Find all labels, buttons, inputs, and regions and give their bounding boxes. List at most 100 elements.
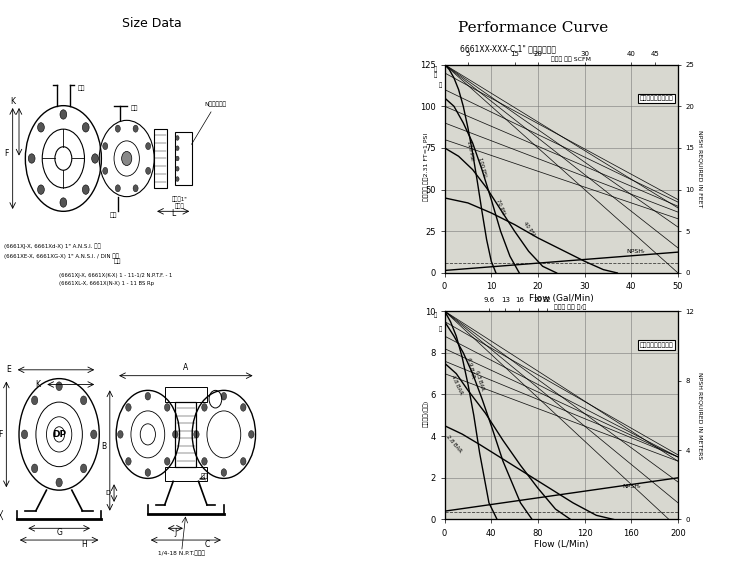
Circle shape xyxy=(248,431,254,438)
Text: B: B xyxy=(102,441,107,451)
Circle shape xyxy=(31,464,38,473)
Circle shape xyxy=(103,167,107,174)
Circle shape xyxy=(116,125,120,132)
Text: 出口: 出口 xyxy=(131,106,139,112)
Text: 6661XX-XXX-C 1" 非金属隔膜泵: 6661XX-XXX-C 1" 非金属隔膜泵 xyxy=(459,44,556,53)
Text: F: F xyxy=(0,430,3,439)
Text: K: K xyxy=(10,97,15,106)
Text: 2.8 BAR: 2.8 BAR xyxy=(445,434,462,454)
Circle shape xyxy=(81,396,87,405)
Text: (6661XE-X, 6661XG-X) 1" A.N.S.I. / DIN 法兰: (6661XE-X, 6661XG-X) 1" A.N.S.I. / DIN 法… xyxy=(4,254,119,259)
Circle shape xyxy=(116,185,120,192)
Circle shape xyxy=(146,143,150,150)
Circle shape xyxy=(241,457,246,465)
Circle shape xyxy=(118,431,123,438)
Text: H: H xyxy=(82,540,87,549)
Text: 排出压力 水・2.31 FT=1 PSI: 排出压力 水・2.31 FT=1 PSI xyxy=(423,133,429,201)
Text: F: F xyxy=(4,149,8,157)
Bar xyxy=(154,129,167,188)
Circle shape xyxy=(60,198,67,207)
Text: 进口: 进口 xyxy=(201,474,208,480)
Text: C: C xyxy=(205,540,210,549)
Text: 排出压力(帕卡): 排出压力(帕卡) xyxy=(423,400,429,427)
Circle shape xyxy=(193,431,199,438)
Bar xyxy=(176,402,196,467)
Circle shape xyxy=(82,185,89,194)
X-axis label: Flow (L/Min): Flow (L/Min) xyxy=(534,540,588,549)
Circle shape xyxy=(133,125,138,132)
Text: 进口: 进口 xyxy=(114,258,122,264)
Circle shape xyxy=(176,146,179,150)
Text: 6.9 BAR: 6.9 BAR xyxy=(465,357,475,379)
Text: 渎气量 单位 SCFM: 渎气量 单位 SCFM xyxy=(551,56,591,62)
Circle shape xyxy=(176,177,179,181)
Circle shape xyxy=(21,430,27,439)
Circle shape xyxy=(103,143,107,150)
Circle shape xyxy=(176,167,179,171)
Circle shape xyxy=(126,457,131,465)
Text: N螺栓分布圈: N螺栓分布圈 xyxy=(191,101,227,144)
Text: 英
尺: 英 尺 xyxy=(433,66,436,78)
Circle shape xyxy=(82,123,89,132)
Text: 40 PSI: 40 PSI xyxy=(522,221,536,237)
Text: A: A xyxy=(183,363,188,372)
Circle shape xyxy=(145,392,150,400)
Text: 巴: 巴 xyxy=(439,82,442,88)
Circle shape xyxy=(56,382,62,391)
Circle shape xyxy=(202,404,207,411)
Circle shape xyxy=(133,185,138,192)
Y-axis label: NPSH REQUIRED IN FEET: NPSH REQUIRED IN FEET xyxy=(698,130,703,207)
Circle shape xyxy=(81,464,87,473)
Circle shape xyxy=(60,110,67,119)
Text: DP: DP xyxy=(52,430,66,439)
Text: E: E xyxy=(6,365,10,375)
Bar xyxy=(165,467,207,481)
Circle shape xyxy=(176,136,179,140)
Text: 进口: 进口 xyxy=(110,212,117,218)
Text: Size Data: Size Data xyxy=(122,17,182,30)
Text: 6.3 BAR: 6.3 BAR xyxy=(474,370,485,392)
Text: 基于常温下水的性能: 基于常温下水的性能 xyxy=(639,96,674,102)
Text: J: J xyxy=(174,528,176,537)
Circle shape xyxy=(241,404,246,411)
Text: 100 PSI: 100 PSI xyxy=(477,157,487,177)
Circle shape xyxy=(90,430,97,439)
Text: 120 PSI: 120 PSI xyxy=(466,140,474,161)
Text: NPSHᵣ: NPSHᵣ xyxy=(627,249,645,254)
Text: K: K xyxy=(35,380,40,389)
Circle shape xyxy=(28,154,35,163)
Text: 米: 米 xyxy=(433,312,436,318)
Circle shape xyxy=(122,151,132,166)
Text: (6661XL-X, 6661X(N-X) 1 - 11 BS Rp: (6661XL-X, 6661X(N-X) 1 - 11 BS Rp xyxy=(59,281,154,286)
Text: D: D xyxy=(106,490,110,496)
Circle shape xyxy=(146,167,150,174)
Circle shape xyxy=(176,156,179,161)
Circle shape xyxy=(221,468,227,477)
Text: 基于常温下水的性能: 基于常温下水的性能 xyxy=(639,342,674,348)
Text: (6661XJ-X, 6661X(K-X) 1 - 11-1/2 N.P.T.F. - 1: (6661XJ-X, 6661X(K-X) 1 - 11-1/2 N.P.T.F… xyxy=(59,273,173,278)
Text: 4.8 BAR: 4.8 BAR xyxy=(450,375,463,396)
Circle shape xyxy=(221,392,227,400)
Circle shape xyxy=(56,478,62,487)
Circle shape xyxy=(165,404,170,411)
Circle shape xyxy=(92,154,99,163)
Text: (6661XJ-X, 6661Xd-X) 1" A.N.S.I. 法兰: (6661XJ-X, 6661Xd-X) 1" A.N.S.I. 法兰 xyxy=(4,244,101,249)
Circle shape xyxy=(126,404,131,411)
Text: L: L xyxy=(171,209,176,218)
Text: 70 PSI: 70 PSI xyxy=(495,198,506,215)
Circle shape xyxy=(202,457,207,465)
Text: 渎气量 单位 升/分: 渎气量 单位 升/分 xyxy=(554,304,587,310)
Circle shape xyxy=(145,468,150,477)
Text: NPSHᵣ: NPSHᵣ xyxy=(622,484,641,489)
X-axis label: Flow (Gal/Min): Flow (Gal/Min) xyxy=(529,294,594,303)
Y-axis label: NPSH REQUIRED IN METERS: NPSH REQUIRED IN METERS xyxy=(698,372,703,459)
Text: G: G xyxy=(56,528,62,537)
Circle shape xyxy=(173,431,178,438)
Text: 称以为1"
管盘蓋: 称以为1" 管盘蓋 xyxy=(172,197,187,209)
Text: 巴: 巴 xyxy=(439,326,442,332)
Circle shape xyxy=(31,396,38,405)
Text: Performance Curve: Performance Curve xyxy=(459,21,608,35)
Text: 出口: 出口 xyxy=(78,85,86,91)
Circle shape xyxy=(38,185,44,194)
Bar xyxy=(165,387,207,402)
